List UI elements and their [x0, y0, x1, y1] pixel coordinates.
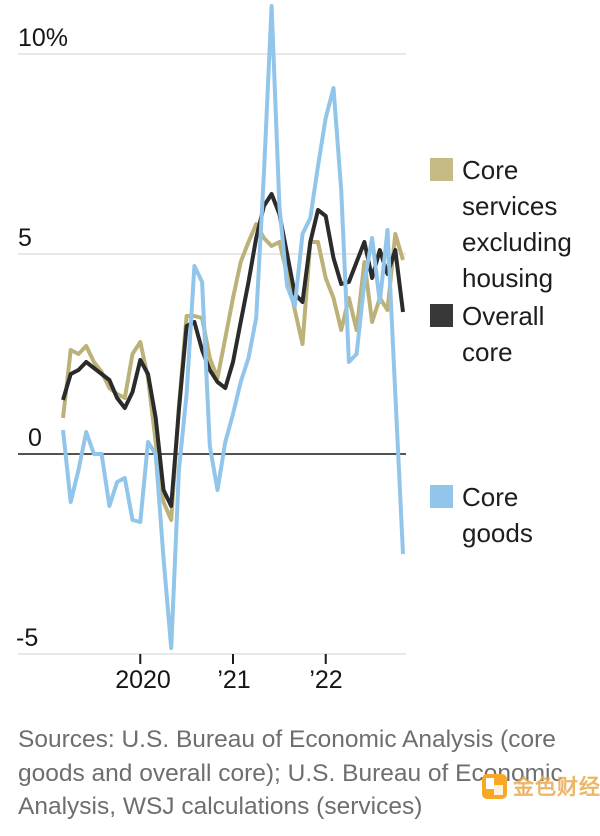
- y-axis-label-10pct: 10%: [18, 24, 69, 52]
- line-chart-plot-area: [18, 4, 406, 664]
- x-axis-label-2020: 2020: [115, 666, 171, 694]
- x-axis-label-21: ’21: [217, 666, 251, 694]
- series-line-overall-core: [61, 192, 405, 508]
- legend-label-core-goods: Core goods: [462, 482, 533, 548]
- y-axis-label-neg5: -5: [16, 624, 39, 652]
- legend-swatch-core-goods: [430, 485, 453, 508]
- legend-item-core-goods: Core goods: [430, 479, 574, 551]
- legend-label-overall-core: Overall core: [462, 301, 545, 367]
- y-axis-label-5: 5: [18, 224, 32, 252]
- legend-swatch-overall-core: [430, 304, 453, 327]
- legend-label-core-services: Core services excluding housing: [462, 155, 572, 293]
- jinse-logo-icon: [482, 773, 507, 799]
- legend-item-overall-core: Overall core: [430, 298, 574, 370]
- source-note: Sources: U.S. Bureau of Economic Analysi…: [18, 726, 563, 820]
- legend-swatch-core-services: [430, 158, 453, 181]
- watermark: 金色财经: [482, 771, 600, 801]
- watermark-text: 金色财经: [513, 776, 600, 799]
- y-axis-label-0: 0: [28, 424, 42, 452]
- legend-item-core-services: Core services excluding housing: [430, 152, 600, 296]
- series-line-core-goods: [61, 4, 405, 650]
- x-axis-label-22: ’22: [309, 666, 343, 694]
